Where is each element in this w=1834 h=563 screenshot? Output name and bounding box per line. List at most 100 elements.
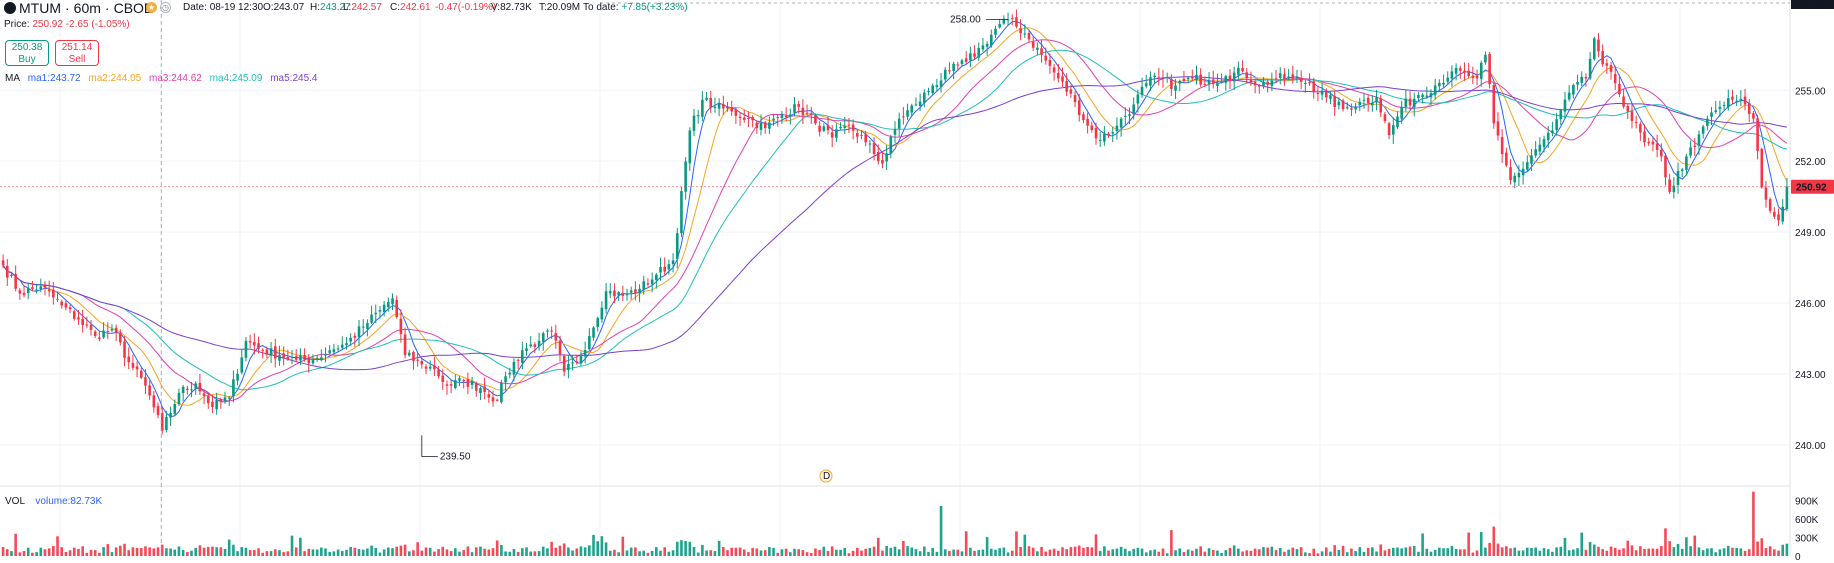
candle-body [299, 355, 302, 361]
candle [370, 305, 373, 324]
volume-bar [1605, 550, 1609, 556]
candle-body [56, 298, 59, 300]
volume-bar [1249, 550, 1253, 556]
candlestick-series [1, 9, 1789, 435]
volume-bar [1006, 552, 1010, 556]
candle-body [177, 392, 181, 405]
volume-bar [1044, 551, 1048, 556]
candle-body [1165, 77, 1169, 79]
volume-bar [39, 547, 43, 556]
candle [1634, 115, 1638, 129]
candle [927, 87, 930, 96]
volume-bar [680, 540, 683, 556]
candle-body [273, 346, 277, 359]
candle-body [152, 395, 156, 408]
volume-bar [1278, 548, 1282, 556]
candle [780, 111, 784, 124]
candle-body [1659, 150, 1663, 157]
candle [860, 129, 863, 140]
volume-bar [186, 552, 189, 556]
volume-bar [1693, 535, 1697, 556]
candle [893, 121, 897, 144]
candle-body [1316, 93, 1320, 95]
volume-bar [449, 551, 453, 556]
volume-bar [843, 547, 847, 556]
candle [1756, 114, 1759, 160]
candle-body [1258, 85, 1261, 87]
candle [692, 108, 696, 137]
volume-bar [89, 549, 93, 556]
volume-bar [1718, 549, 1722, 556]
candle-body [1019, 28, 1022, 34]
volume-bar [370, 545, 373, 556]
candle [701, 91, 704, 122]
candle-body [1668, 179, 1671, 192]
candle [1404, 89, 1408, 112]
candle-body [1517, 173, 1521, 178]
candle [248, 334, 252, 348]
volume-legend[interactable]: VOL volume:82.73K [5, 496, 102, 507]
sell-button[interactable]: 251.14 Sell [55, 40, 99, 66]
candle [525, 342, 528, 356]
volume-bar [454, 548, 457, 556]
candle-body [709, 98, 713, 108]
candle [1773, 206, 1776, 219]
volume-bar [1685, 537, 1688, 556]
candle-body [525, 348, 528, 351]
candle [755, 120, 759, 134]
candle [1295, 69, 1299, 84]
volume-bar [1588, 541, 1592, 556]
candle [956, 61, 960, 72]
volume-bar [1421, 533, 1424, 556]
candle [1664, 153, 1667, 186]
candle-body [186, 388, 189, 390]
volume-bar [1245, 550, 1249, 556]
volume-bar [1722, 548, 1726, 556]
volume-bar [1010, 550, 1014, 556]
candle [1329, 91, 1332, 105]
candle-body [588, 336, 591, 350]
candle [1069, 85, 1073, 98]
volume-bar [382, 549, 386, 556]
candle-body [1140, 86, 1144, 95]
symbol-title[interactable]: MTUM · 60m · CBOE [4, 0, 153, 16]
candle [1530, 148, 1533, 172]
volume-bar [868, 548, 872, 556]
candle-body [1115, 125, 1119, 131]
volume-bar [1178, 548, 1182, 556]
candle-body [1613, 73, 1617, 84]
candle-body [692, 115, 696, 131]
volume-bar [190, 550, 193, 556]
candle-body [1706, 118, 1709, 126]
clock-icon[interactable]: ◷ [160, 2, 171, 13]
candle-body [634, 289, 637, 294]
volume-bar [420, 550, 424, 556]
candle [575, 355, 579, 365]
volume-bar [428, 547, 432, 556]
ma-legend[interactable]: MA ma1:243.72 ma2:244.05 ma3:244.62 ma4:… [5, 73, 322, 84]
candle-body [759, 122, 763, 130]
star-icon[interactable]: ★ [146, 2, 157, 13]
candle-body [1216, 82, 1219, 87]
candle-body [311, 359, 315, 364]
volume-bar [504, 551, 507, 556]
candle [1450, 65, 1454, 87]
volume-bar [1639, 546, 1642, 556]
volume-bar [169, 548, 172, 556]
candle [173, 399, 177, 417]
candle-body [1153, 75, 1156, 78]
candle-body [479, 388, 482, 394]
candle-body [1132, 104, 1135, 115]
volume-bar [1618, 549, 1621, 556]
candle [445, 380, 449, 395]
volume-bar [671, 550, 675, 556]
candle-body [223, 397, 227, 401]
volume-bar [1090, 547, 1094, 556]
candle [1726, 89, 1730, 111]
volume-bar [441, 546, 445, 556]
candle-body [1283, 74, 1286, 80]
volume-bar [1304, 552, 1307, 556]
volume-bar [299, 537, 302, 556]
buy-button[interactable]: 250.38 Buy [5, 40, 49, 66]
